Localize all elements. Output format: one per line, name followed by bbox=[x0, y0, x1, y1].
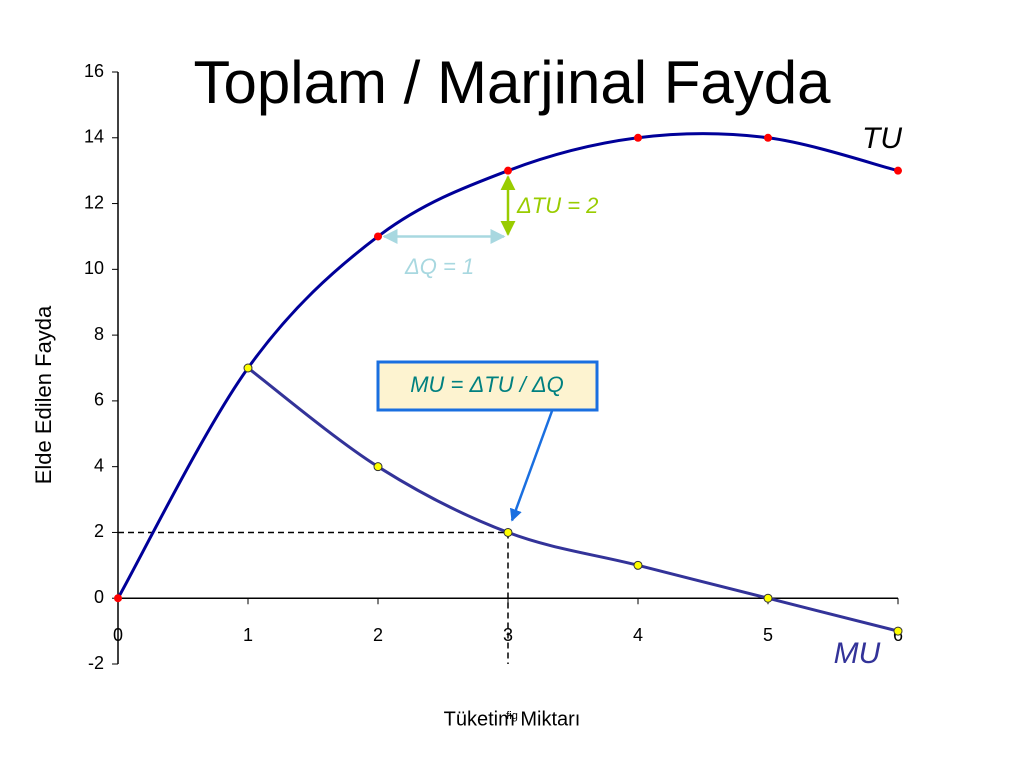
x-tick-label: 4 bbox=[633, 625, 643, 645]
x-tick-label: 5 bbox=[763, 625, 773, 645]
y-tick-label: 6 bbox=[94, 390, 104, 410]
data-point bbox=[374, 232, 382, 241]
y-tick-label: 8 bbox=[94, 324, 104, 344]
annotation: fig bbox=[506, 710, 518, 722]
chart-title: Toplam / Marjinal Fayda bbox=[194, 49, 832, 116]
data-point bbox=[633, 560, 643, 570]
x-axis-title: Tüketim Miktarı bbox=[444, 708, 581, 730]
data-point bbox=[114, 594, 122, 603]
data-point bbox=[893, 626, 903, 636]
y-tick-label: 2 bbox=[94, 521, 104, 541]
annotation: ΔQ = 1 bbox=[404, 254, 474, 279]
y-axis-title: Elde Edilen Fayda bbox=[31, 305, 56, 484]
y-tick-label: 12 bbox=[84, 192, 104, 212]
y-tick-label: 14 bbox=[84, 127, 104, 147]
x-tick-label: 0 bbox=[113, 625, 123, 645]
callout-box bbox=[376, 360, 599, 412]
annotation: MU = ΔTU / ΔQ bbox=[410, 372, 564, 397]
data-point bbox=[894, 166, 902, 175]
data-point bbox=[763, 593, 773, 603]
data-point bbox=[503, 527, 513, 537]
series-line bbox=[247, 366, 899, 633]
data-point bbox=[243, 363, 253, 373]
y-tick-label: 0 bbox=[94, 587, 104, 607]
data-point bbox=[504, 166, 512, 175]
data-point bbox=[373, 462, 383, 472]
y-tick-label: -2 bbox=[88, 653, 104, 673]
callout-arrow bbox=[509, 410, 554, 522]
x-tick-label: 1 bbox=[243, 625, 253, 645]
y-tick-label: 16 bbox=[84, 61, 104, 81]
series-label: TU bbox=[862, 122, 902, 155]
annotation: ΔTU = 2 bbox=[516, 193, 598, 218]
y-tick-label: 10 bbox=[84, 258, 104, 278]
data-point bbox=[634, 133, 642, 142]
series-label: MU bbox=[834, 637, 881, 670]
data-point bbox=[764, 133, 772, 142]
x-tick-label: 2 bbox=[373, 625, 383, 645]
y-tick-label: 4 bbox=[94, 455, 104, 475]
